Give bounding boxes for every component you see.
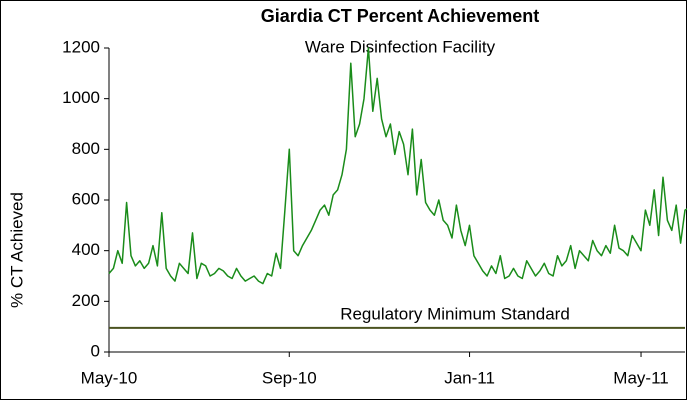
y-tick-label: 1000	[62, 88, 100, 107]
y-tick-label: 1200	[62, 37, 100, 56]
reference-label: Regulatory Minimum Standard	[340, 304, 570, 323]
x-tick-label: May-10	[81, 368, 138, 387]
y-axis-label: % CT Achieved	[7, 192, 26, 308]
y-tick-label: 400	[72, 240, 100, 259]
chart-subtitle: Ware Disinfection Facility	[305, 37, 496, 56]
chart-title: Giardia CT Percent Achievement	[261, 6, 539, 26]
y-tick-label: 200	[72, 291, 100, 310]
data-line	[108, 47, 687, 285]
y-tick-label: 0	[91, 341, 100, 360]
y-tick-label: 800	[72, 139, 100, 158]
x-tick-label: Jan-11	[444, 368, 495, 387]
y-tick-label: 600	[72, 189, 100, 208]
x-tick-label: Sep-10	[262, 368, 317, 387]
x-tick-label: May-11	[613, 368, 668, 387]
